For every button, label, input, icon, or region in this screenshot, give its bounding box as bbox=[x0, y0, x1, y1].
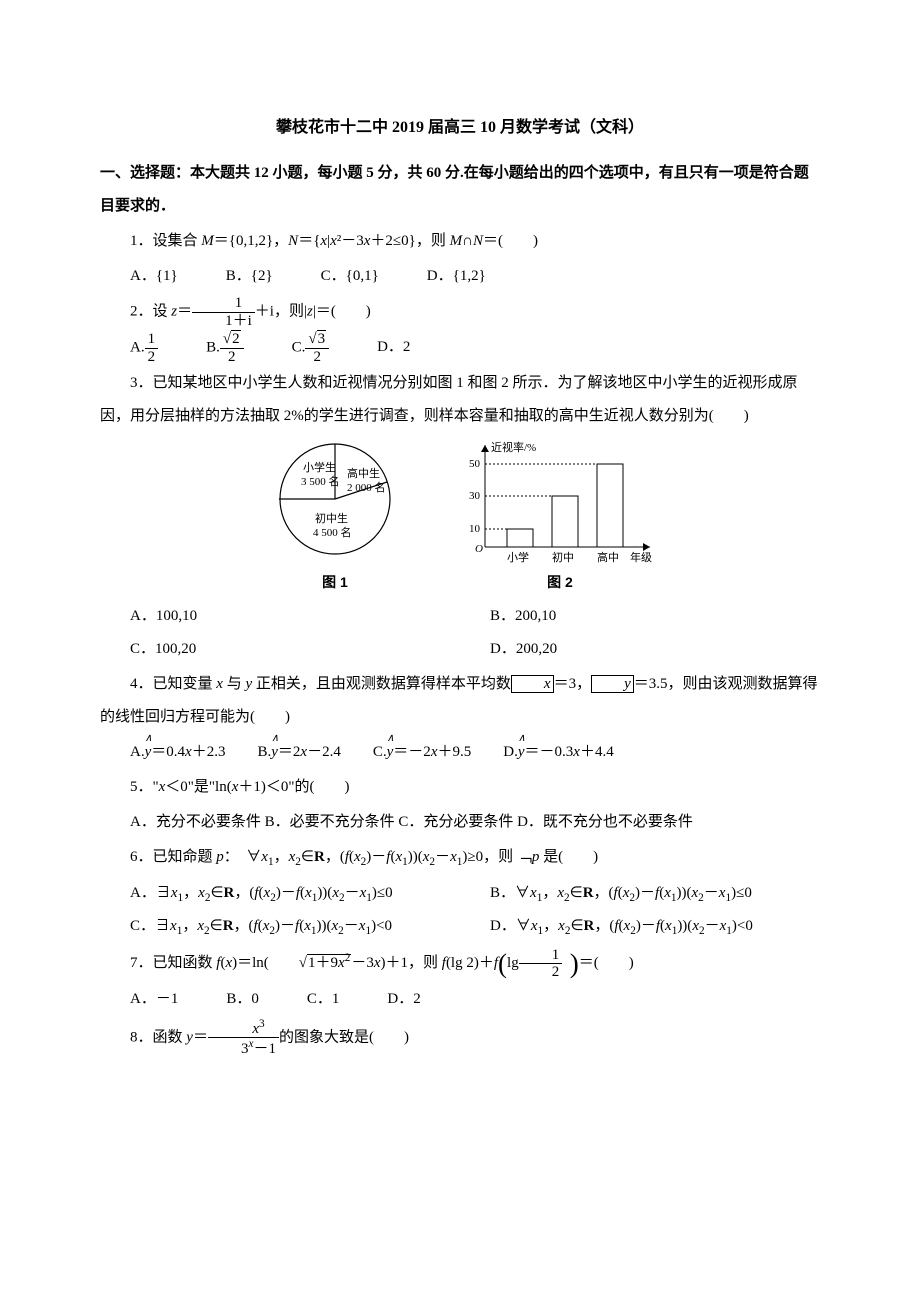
q3-options-row1: A．100,10B．200,10 bbox=[100, 600, 820, 633]
question-5: 5．"x＜0"是"ln(x＋1)＜0"的( ) bbox=[100, 771, 820, 804]
q5-options: A．充分不必要条件 B．必要不充分条件 C．充分必要条件 D．既不充分也不必要条… bbox=[100, 806, 820, 839]
svg-text:近视率/%: 近视率/% bbox=[491, 440, 536, 454]
q1-options: A．{1} B．{2} C．{0,1} D．{1,2} bbox=[100, 260, 820, 293]
svg-text:2 000 名: 2 000 名 bbox=[347, 480, 386, 494]
q4-options: A.y＝0.4x＋2.3 B.y＝2x－2.4 C.y＝－2x＋9.5 D.y＝… bbox=[100, 736, 820, 769]
svg-text:10: 10 bbox=[469, 523, 481, 535]
q3-figures: 小学生 3 500 名 高中生 2 000 名 初中生 4 500 名 图 1 … bbox=[100, 437, 820, 598]
question-7: 7．已知函数 f(x)＝ln(1＋9x2－3x)＋1，则 f(lg 2)＋f(l… bbox=[100, 946, 820, 981]
svg-text:高中生: 高中生 bbox=[347, 466, 380, 480]
svg-text:50: 50 bbox=[469, 458, 481, 470]
question-3: 3．已知某地区中小学生人数和近视情况分别如图 1 和图 2 所示．为了解该地区中… bbox=[100, 367, 820, 433]
svg-text:初中生: 初中生 bbox=[315, 511, 348, 525]
question-6: 6．已知命题 p： ∀x1，x2∈R，(f(x2)－f(x1))(x2－x1)≥… bbox=[100, 841, 820, 875]
svg-text:3 500 名: 3 500 名 bbox=[301, 474, 340, 488]
svg-text:小学: 小学 bbox=[507, 550, 529, 564]
page-title: 攀枝花市十二中 2019 届高三 10 月数学考试（文科） bbox=[100, 110, 820, 145]
q7-options: A．－1 B．0 C．1 D．2 bbox=[100, 983, 820, 1016]
svg-text:30: 30 bbox=[469, 490, 481, 502]
svg-text:初中: 初中 bbox=[552, 550, 574, 564]
q6-options-row2: C．∃x1，x2∈R，(f(x2)－f(x1))(x2－x1)<0 D．∀x1，… bbox=[100, 910, 820, 944]
svg-text:年级: 年级 bbox=[630, 550, 652, 564]
q6-options-row1: A．∃x1，x2∈R，(f(x2)－f(x1))(x2－x1)≤0 B．∀x1，… bbox=[100, 877, 820, 911]
svg-text:4 500 名: 4 500 名 bbox=[313, 525, 352, 539]
question-1: 1．设集合 M＝{0,1,2}，N＝{x|x²－3x＋2≤0}，则 M∩N＝( … bbox=[100, 225, 820, 258]
svg-text:小学生: 小学生 bbox=[303, 460, 336, 474]
question-8: 8．函数 y＝x33x－1的图象大致是( ) bbox=[100, 1018, 820, 1058]
question-4: 4．已知变量 x 与 y 正相关，且由观测数据算得样本平均数x＝3，y＝3.5，… bbox=[100, 668, 820, 734]
question-2: 2．设 z＝11＋i＋i，则|z|＝( ) bbox=[100, 295, 820, 329]
pie-chart-icon: 小学生 3 500 名 高中生 2 000 名 初中生 4 500 名 bbox=[255, 437, 415, 567]
section-header: 一、选择题：本大题共 12 小题，每小题 5 分，共 60 分.在每小题给出的四… bbox=[100, 157, 820, 223]
bar-chart-icon: 近视率/% 年级 O 10 30 50 小学 初中 高中 bbox=[455, 437, 665, 567]
q3-options-row2: C．100,20D．200,20 bbox=[100, 633, 820, 666]
q2-options: A.12 B.22 C.32 D．2 bbox=[100, 331, 820, 365]
svg-text:O: O bbox=[475, 543, 483, 555]
svg-text:高中: 高中 bbox=[597, 550, 619, 564]
